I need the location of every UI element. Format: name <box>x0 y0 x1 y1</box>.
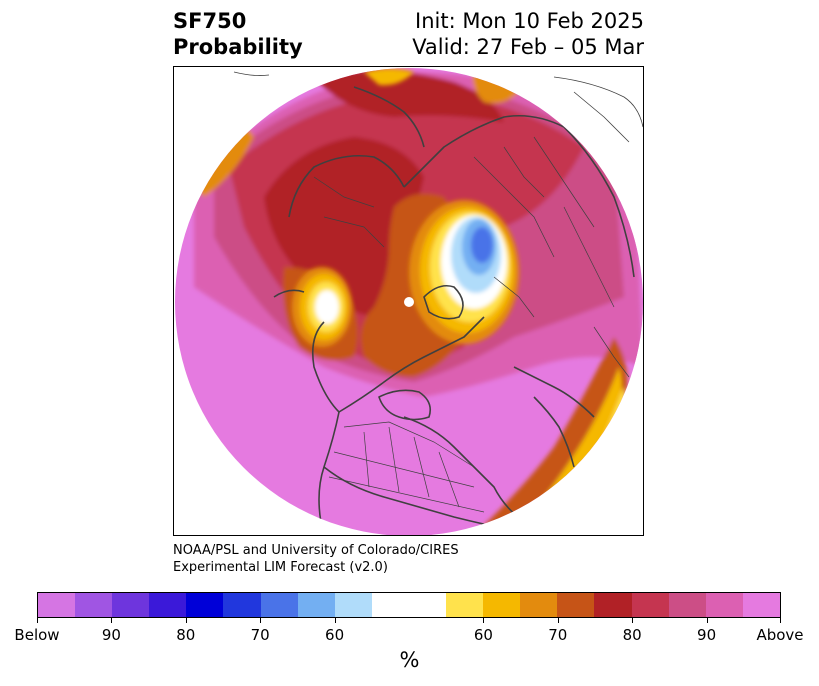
colorbar-tick-mark <box>185 618 187 623</box>
title-variable: SF750 <box>173 9 247 33</box>
colorbar-segment-11 <box>446 593 484 617</box>
colorbar-tick-label: 70 <box>250 626 270 644</box>
colorbar-tick-label: 60 <box>473 626 493 644</box>
credit-line-1: NOAA/PSL and University of Colorado/CIRE… <box>173 543 459 558</box>
below-70-siberia <box>471 227 493 263</box>
colorbar-segment-1 <box>75 593 113 617</box>
colorbar-segment-19 <box>742 593 780 617</box>
colorbar <box>37 592 781 618</box>
colorbar-segment-10 <box>408 593 447 617</box>
colorbar-tick-label: 60 <box>325 626 345 644</box>
colorbar-segment-7 <box>297 593 335 617</box>
colorbar-segment-6 <box>260 593 298 617</box>
colorbar-segment-8 <box>334 593 372 617</box>
ring-65-north <box>364 68 414 86</box>
colorbar-tick-label: 80 <box>622 626 642 644</box>
colorbar-tick-mark <box>483 618 485 623</box>
valid-range: Valid: 27 Feb – 05 Mar <box>412 35 644 59</box>
colorbar-tick-label: Above <box>756 626 804 644</box>
map-title: SF750 Probability <box>173 8 303 60</box>
colorbar-ticks: Below 90 80 70 60 60 70 80 90 Above <box>14 618 804 648</box>
colorbar-segment-9 <box>371 593 409 617</box>
colorbar-segment-18 <box>705 593 743 617</box>
colorbar-segment-17 <box>668 593 706 617</box>
colorbar-tick-mark <box>260 618 262 623</box>
borders <box>313 136 630 513</box>
colorbar-tick-mark <box>111 618 113 623</box>
near-normal-pacific <box>315 290 339 324</box>
prob-band-70-east <box>474 337 628 535</box>
init-date: Init: Mon 10 Feb 2025 <box>415 9 644 33</box>
probability-map-svg <box>175 68 643 535</box>
colorbar-segment-16 <box>631 593 669 617</box>
colorbar-tick-label: 80 <box>176 626 196 644</box>
colorbar-segment-15 <box>594 593 632 617</box>
corner-land <box>233 71 643 143</box>
colorbar-tick-mark <box>334 618 336 623</box>
credit-text: NOAA/PSL and University of Colorado/CIRE… <box>173 542 459 576</box>
colorbar-unit-label: % <box>399 648 420 672</box>
colorbar-tick-mark <box>632 618 634 623</box>
colorbar-segment-13 <box>520 593 558 617</box>
forecast-map <box>173 66 644 536</box>
credit-line-2: Experimental LIM Forecast (v2.0) <box>173 560 388 575</box>
colorbar-segment-4 <box>186 593 224 617</box>
prob-band-75-north <box>314 70 504 122</box>
colorbar-segment-5 <box>223 593 261 617</box>
title-product: Probability <box>173 35 303 59</box>
colorbar-tick-label: 70 <box>548 626 568 644</box>
probability-field <box>175 68 643 535</box>
colorbar-segment-14 <box>557 593 595 617</box>
colorbar-tick-label: 90 <box>101 626 121 644</box>
colorbar-segment-12 <box>483 593 521 617</box>
colorbar-tick-mark <box>706 618 708 623</box>
colorbar-segment-0 <box>38 593 76 617</box>
colorbar-segment-2 <box>112 593 150 617</box>
map-dates: Init: Mon 10 Feb 2025 Valid: 27 Feb – 05… <box>412 8 644 60</box>
colorbar-segment-3 <box>149 593 187 617</box>
colorbar-tick-mark <box>557 618 559 623</box>
north-pole-marker <box>404 297 414 307</box>
colorbar-tick-mark <box>37 618 38 623</box>
colorbar-tick-label: Below <box>14 626 60 644</box>
colorbar-tick-label: 90 <box>697 626 717 644</box>
colorbar-tick-mark <box>780 618 781 623</box>
